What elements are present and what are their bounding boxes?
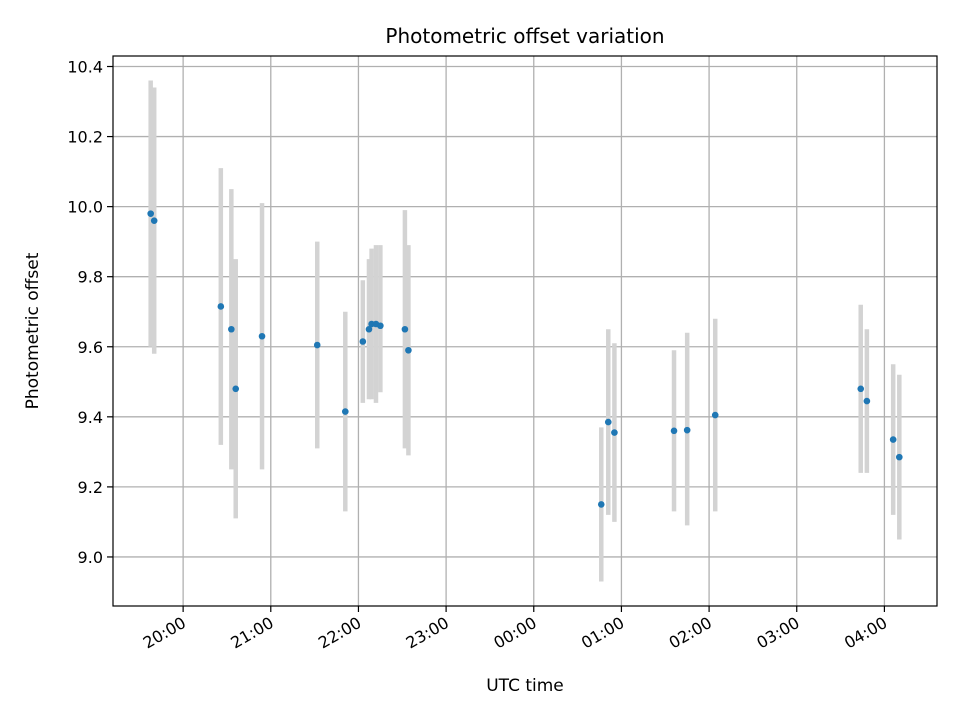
grid-layer: [113, 56, 937, 606]
point-layer: [147, 210, 903, 508]
y-tick-label: 9.8: [78, 268, 103, 287]
x-axis-title: UTC time: [486, 676, 564, 696]
data-point: [863, 397, 871, 405]
data-point: [313, 341, 321, 349]
data-point: [150, 217, 158, 224]
data-point: [597, 501, 605, 508]
data-point: [405, 346, 412, 354]
data-point: [896, 453, 903, 461]
data-point: [604, 418, 612, 426]
data-point: [341, 408, 349, 415]
data-point: [711, 411, 719, 419]
data-point: [857, 385, 865, 393]
data-point: [147, 210, 154, 217]
data-point: [365, 325, 373, 333]
y-axis-title: Photometric offset: [23, 252, 43, 409]
y-tick-label: 9.4: [78, 408, 103, 427]
data-point: [258, 332, 266, 340]
y-tick-label: 10.0: [67, 198, 103, 217]
data-point: [228, 325, 235, 333]
y-tick-label: 9.0: [78, 548, 103, 567]
y-tick-label: 9.6: [78, 338, 103, 357]
y-tick-label: 10.2: [67, 128, 103, 147]
data-point: [670, 427, 678, 435]
plot-frame: [112, 55, 938, 607]
data-point: [401, 325, 409, 333]
data-point: [889, 436, 897, 443]
y-tick-label: 9.2: [78, 478, 103, 497]
data-point: [232, 385, 240, 393]
data-point: [683, 426, 691, 434]
chart-title: Photometric offset variation: [385, 24, 664, 48]
data-point: [377, 322, 384, 330]
data-point: [217, 303, 225, 310]
data-point: [611, 429, 618, 436]
data-point: [359, 338, 367, 345]
y-tick-label: 10.4: [67, 58, 103, 77]
